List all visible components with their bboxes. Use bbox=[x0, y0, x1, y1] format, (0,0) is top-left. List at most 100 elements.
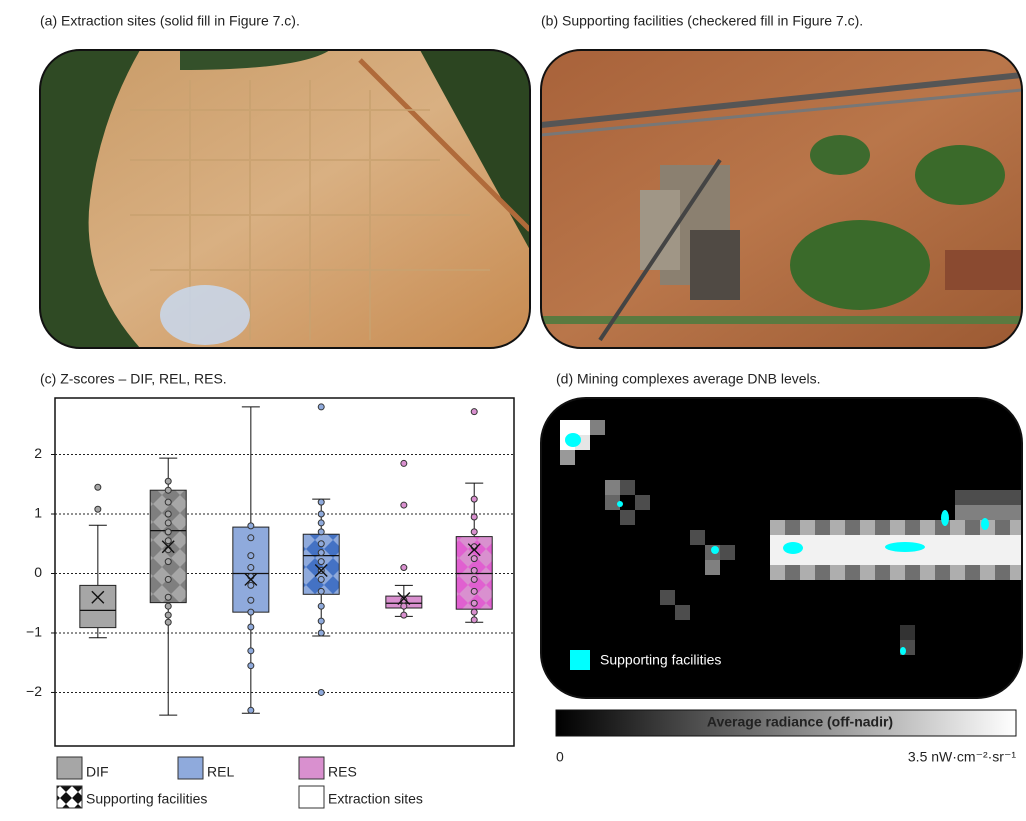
map-cell bbox=[785, 565, 800, 580]
point bbox=[317, 528, 325, 536]
point bbox=[164, 575, 172, 583]
map-cell bbox=[830, 535, 845, 550]
map-cell bbox=[905, 550, 920, 565]
y-tick-label: 0 bbox=[34, 564, 42, 580]
map-cell bbox=[860, 565, 875, 580]
point bbox=[317, 549, 325, 557]
point bbox=[164, 528, 172, 536]
map-cell bbox=[605, 495, 620, 510]
y-tick-label: 2 bbox=[34, 445, 42, 461]
map-cell bbox=[1010, 550, 1022, 565]
map-cell bbox=[985, 490, 1000, 505]
point bbox=[164, 593, 172, 601]
map-cell bbox=[985, 505, 1000, 520]
mean bbox=[467, 543, 481, 557]
point bbox=[470, 513, 478, 521]
point bbox=[317, 602, 325, 610]
map-cell bbox=[950, 520, 965, 535]
map-cell bbox=[980, 550, 995, 565]
legend-swatch bbox=[56, 756, 83, 780]
point bbox=[470, 528, 478, 536]
facility bbox=[783, 542, 803, 554]
box bbox=[79, 584, 117, 629]
map-cell bbox=[785, 520, 800, 535]
map-cell bbox=[995, 550, 1010, 565]
mean bbox=[91, 590, 105, 604]
legend-swatch bbox=[570, 650, 590, 670]
point bbox=[470, 608, 478, 616]
facility bbox=[711, 546, 719, 554]
map-cell bbox=[620, 510, 635, 525]
map-cell bbox=[815, 550, 830, 565]
map-cell bbox=[950, 550, 965, 565]
point bbox=[317, 629, 325, 637]
point bbox=[164, 618, 172, 626]
point bbox=[317, 403, 325, 411]
point bbox=[470, 555, 478, 563]
map-cell bbox=[705, 560, 720, 575]
colorbar-title: Average radiance (off-nadir) bbox=[707, 714, 893, 730]
point bbox=[164, 498, 172, 506]
map-cell bbox=[1010, 520, 1022, 535]
map-cell bbox=[890, 550, 905, 565]
map-cell bbox=[560, 450, 575, 465]
map-cell bbox=[1015, 490, 1022, 505]
map-cell bbox=[720, 545, 735, 560]
colorbar-max: 3.5 nW·cm⁻²·sr⁻¹ bbox=[908, 749, 1016, 765]
map-cell bbox=[875, 520, 890, 535]
map-cell bbox=[980, 535, 995, 550]
map-cell bbox=[1000, 490, 1015, 505]
map-cell bbox=[605, 480, 620, 495]
point bbox=[400, 501, 408, 509]
map-cell bbox=[900, 625, 915, 640]
legend-label: Supporting facilities bbox=[600, 652, 721, 668]
map-cell bbox=[1015, 505, 1022, 520]
colorbar-min: 0 bbox=[556, 749, 564, 765]
satellite-image-b bbox=[541, 50, 1022, 348]
facility bbox=[885, 542, 925, 552]
map-cell bbox=[980, 565, 995, 580]
y-tick-label: −1 bbox=[26, 624, 42, 640]
point bbox=[470, 599, 478, 607]
map-cell bbox=[845, 520, 860, 535]
point bbox=[164, 486, 172, 494]
map-cell bbox=[995, 565, 1010, 580]
point bbox=[247, 564, 255, 572]
point bbox=[164, 558, 172, 566]
map-cell bbox=[770, 565, 785, 580]
map-cell bbox=[860, 535, 875, 550]
point bbox=[317, 688, 325, 696]
point bbox=[317, 575, 325, 583]
facility bbox=[565, 433, 581, 447]
point bbox=[317, 519, 325, 527]
map-cell bbox=[800, 565, 815, 580]
point bbox=[470, 408, 478, 416]
point bbox=[94, 505, 102, 513]
map-cell bbox=[890, 520, 905, 535]
point bbox=[247, 623, 255, 631]
map-cell bbox=[905, 520, 920, 535]
point bbox=[94, 483, 102, 491]
facility bbox=[900, 647, 906, 655]
point bbox=[317, 587, 325, 595]
map-cell bbox=[920, 520, 935, 535]
map-cell bbox=[860, 550, 875, 565]
map-cell bbox=[920, 550, 935, 565]
map-cell bbox=[935, 535, 950, 550]
point bbox=[400, 564, 408, 572]
caption: (d) Mining complexes average DNB levels. bbox=[556, 371, 821, 387]
map-frame bbox=[540, 397, 1023, 699]
legend-label: REL bbox=[207, 764, 234, 780]
map-cell bbox=[660, 590, 675, 605]
map-cell bbox=[800, 535, 815, 550]
map-cell bbox=[830, 520, 845, 535]
map-cell bbox=[800, 550, 815, 565]
map-cell bbox=[920, 565, 935, 580]
map-cell bbox=[955, 505, 970, 520]
colorbar bbox=[555, 709, 1017, 737]
point bbox=[317, 510, 325, 518]
point bbox=[470, 567, 478, 575]
map-cell bbox=[875, 565, 890, 580]
point bbox=[164, 477, 172, 485]
